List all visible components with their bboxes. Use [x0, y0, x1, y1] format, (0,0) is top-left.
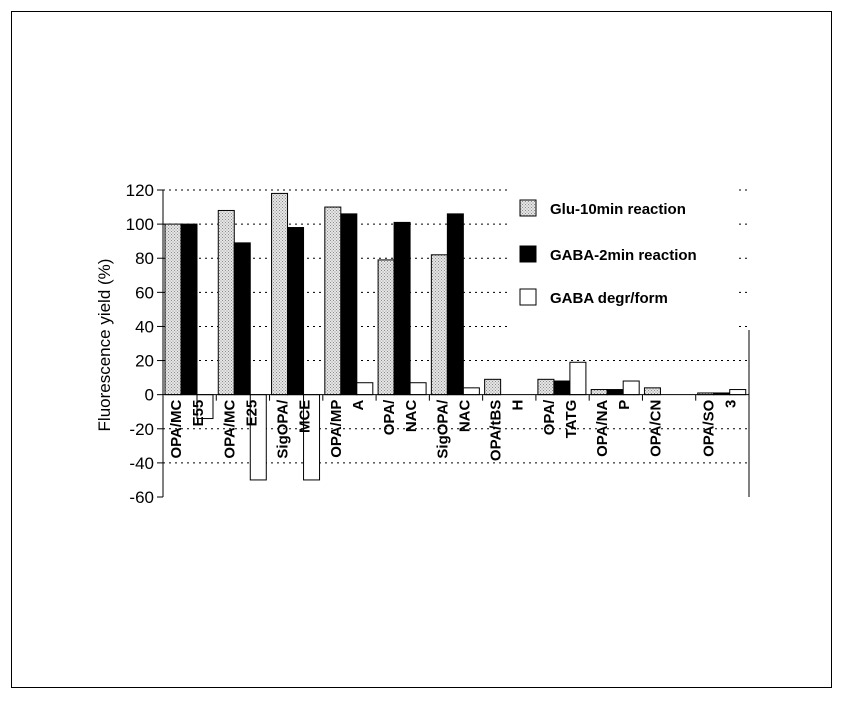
y-tick-label: 0 [145, 386, 154, 405]
bar [622, 380, 640, 396]
axes [157, 189, 750, 498]
category-label: OPA/ [381, 399, 398, 435]
y-tick-label: 60 [135, 283, 154, 302]
category-label: H [510, 400, 527, 411]
category-label: SigOPA/ [434, 399, 451, 459]
bar [356, 382, 374, 396]
category-label: E25 [243, 400, 260, 427]
y-tick-label: -40 [129, 454, 154, 473]
y-tick-label: 100 [126, 215, 154, 234]
legend-background [507, 186, 737, 328]
category-label: OPA/MC [221, 400, 238, 459]
bar [377, 259, 395, 396]
y-tick-label: -20 [129, 420, 154, 439]
bar [324, 206, 342, 396]
category-label: SigOPA/ [275, 399, 292, 459]
bar [164, 223, 182, 396]
legend-label: Glu-10min reaction [550, 201, 686, 218]
y-tick-label: 20 [135, 352, 154, 371]
y-tick-label: -60 [129, 488, 154, 507]
legend-swatch [519, 199, 537, 217]
bar [233, 242, 251, 396]
category-label: 3 [723, 400, 740, 408]
category-label: TATG [563, 400, 580, 439]
category-label: OPA/tBS [488, 400, 505, 461]
category-label: OPA/MP [328, 400, 345, 458]
category-label: A [350, 400, 367, 411]
x-category-labels: OPA/MC E55 OPA/MC E25 SigOPA/MCE OPA/MP A OPA/N… [168, 399, 740, 461]
bar [590, 389, 608, 396]
category-label: E55 [190, 400, 207, 427]
bar [430, 254, 448, 396]
legend-swatch [519, 288, 537, 306]
bar [393, 221, 411, 396]
bar [217, 209, 235, 396]
category-label: NAC [456, 400, 473, 433]
legend-swatch [519, 245, 537, 263]
bar [180, 223, 198, 396]
legend-label: GABA degr/form [550, 290, 668, 307]
category-label: OPA/NA [594, 400, 611, 457]
bar [643, 387, 661, 396]
y-axis-label: Fluorescence yield (%) [95, 259, 114, 432]
category-label: NAC [403, 400, 420, 433]
bar [462, 387, 480, 396]
category-label: OPA/ [541, 399, 558, 435]
bars [164, 192, 747, 481]
y-tick-labels: -60 -40 -20 0 20 40 60 80 100 120 [126, 181, 154, 507]
bar [537, 378, 555, 396]
bar [606, 389, 624, 396]
bar [409, 382, 427, 396]
y-tick-label: 40 [135, 317, 154, 336]
bar [287, 227, 305, 396]
y-tick-label: 80 [135, 249, 154, 268]
category-label: OPA/CN [647, 400, 664, 457]
outer-border [11, 11, 832, 688]
legend-label: GABA-2min reaction [550, 247, 697, 264]
bar [340, 213, 358, 396]
bar [553, 380, 571, 396]
bar [729, 389, 747, 396]
category-label: MCE [297, 400, 314, 433]
category-label: OPA/MC [168, 400, 185, 459]
bar [446, 213, 464, 396]
category-label: OPA/SO [701, 399, 718, 457]
legend: Glu-10min reaction GABA-2min reaction GABA… [507, 186, 737, 328]
y-tick-label: 120 [126, 181, 154, 200]
bar [484, 378, 502, 396]
bar [569, 361, 587, 396]
category-label: P [616, 400, 633, 410]
bar [271, 192, 289, 396]
